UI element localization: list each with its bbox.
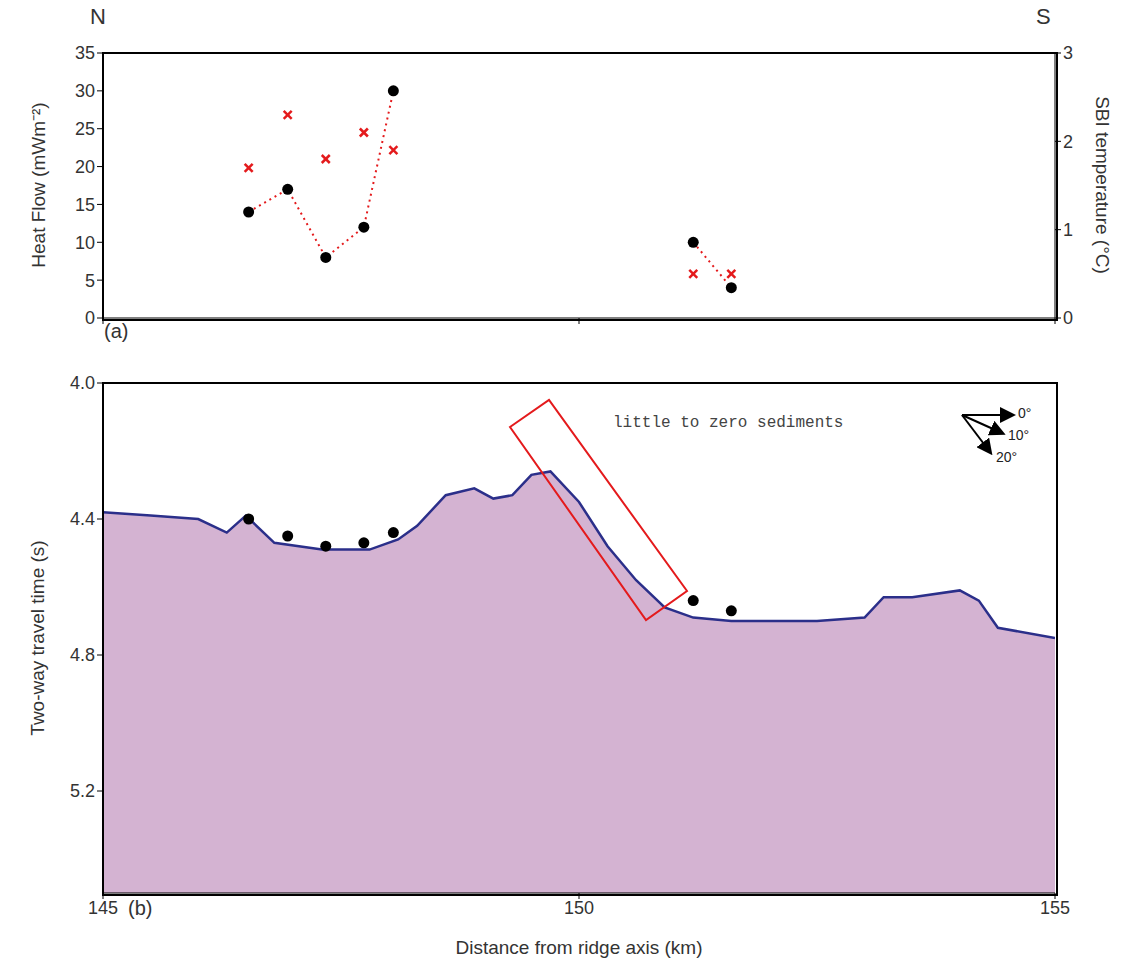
svg-text:0: 0 (1063, 308, 1073, 328)
svg-text:30: 30 (75, 81, 95, 101)
html-text:20°: 20° (996, 449, 1018, 465)
svg-text:5.2: 5.2 (70, 781, 95, 801)
html-text:S: S (1036, 4, 1051, 29)
svg-text:1: 1 (1063, 220, 1073, 240)
html-text:Two-way travel time (s): Two-way travel time (s) (27, 540, 48, 736)
html-text:10°: 10° (1008, 427, 1030, 443)
svg-text:145: 145 (88, 898, 118, 918)
svg-text:20: 20 (75, 157, 95, 177)
svg-text:4.0: 4.0 (70, 373, 95, 393)
svg-text:3: 3 (1063, 43, 1073, 63)
svg-text:35: 35 (75, 43, 95, 63)
html-text:(b): (b) (128, 897, 153, 919)
html-text:Heat Flow (mWm⁻²): Heat Flow (mWm⁻²) (28, 102, 49, 268)
html-text:N: N (90, 4, 106, 29)
html-text:Distance from ridge axis (km): Distance from ridge axis (km) (455, 937, 703, 958)
svg-text:0: 0 (85, 308, 95, 328)
svg-text:4.8: 4.8 (70, 645, 95, 665)
html-text:0°: 0° (1018, 405, 1032, 421)
svg-text:150: 150 (564, 898, 594, 918)
html-text:little to zero sediments: little to zero sediments (613, 414, 844, 432)
svg-text:4.4: 4.4 (70, 509, 95, 529)
svg-text:10: 10 (75, 233, 95, 253)
svg-text:15: 15 (75, 195, 95, 215)
html-text:(a): (a) (104, 320, 129, 342)
svg-text:25: 25 (75, 119, 95, 139)
svg-text:2: 2 (1063, 132, 1073, 152)
html-text:SBI temperature (°C): SBI temperature (°C) (1092, 96, 1113, 274)
svg-text:155: 155 (1040, 898, 1070, 918)
svg-text:5: 5 (85, 271, 95, 291)
